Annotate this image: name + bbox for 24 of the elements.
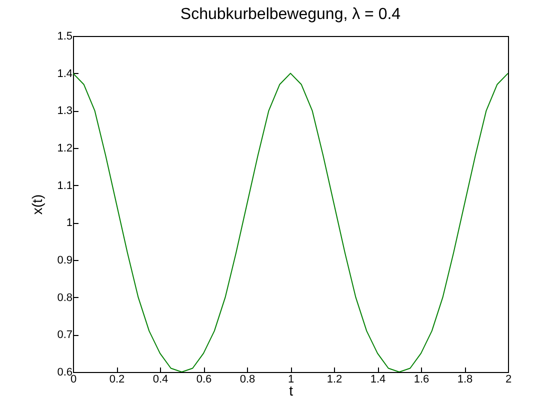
y-tick-label: 0.9	[57, 254, 72, 266]
x-tick-label: 0.8	[240, 374, 256, 386]
x-tick-label: 1.2	[326, 374, 342, 386]
chart-title: Schubkurbelbewegung, λ = 0.4	[180, 6, 401, 23]
x-tick-label: 2	[505, 374, 512, 386]
x-tick-label: 0.6	[196, 374, 212, 386]
x-tick-label: 1.6	[414, 374, 430, 386]
x-tick-label: 0.2	[109, 374, 125, 386]
y-tick-label: 1.2	[57, 142, 72, 154]
y-tick-label: 1.3	[57, 105, 72, 118]
x-tick-label: 0.4	[152, 374, 168, 386]
line-series	[73, 72, 508, 372]
x-axis-title: t	[289, 382, 294, 398]
y-tick-label: 1	[66, 217, 72, 230]
y-axis-title: x(t)	[29, 194, 46, 215]
y-tick-label: 1.5	[57, 30, 72, 42]
x-tick-label: 0	[70, 374, 77, 386]
y-tick-label: 0.8	[57, 292, 72, 304]
y-tick-label: 1.4	[57, 68, 72, 80]
x-tick-label: 1.4	[370, 374, 386, 386]
x-tick-label: 1.8	[457, 374, 473, 386]
y-tick-label: 0.7	[57, 329, 72, 342]
x-tick-label: 1	[288, 374, 294, 386]
y-tick-label: 1.1	[57, 180, 72, 192]
